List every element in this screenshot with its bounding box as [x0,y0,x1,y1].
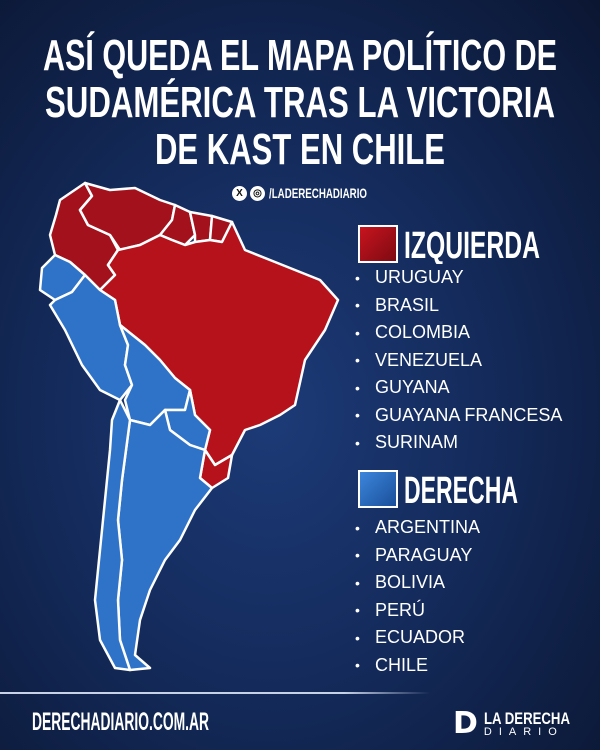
list-item: • ARGENTINA [355,517,481,538]
handle: /LADERECHADIARIO [269,185,367,201]
headline-line-3: DE KAST EN CHILE [155,125,445,174]
derecha-list: • ARGENTINA • PARAGUAY • BOLIVIA • PERÚ • ECU… [355,514,595,679]
list-item: • GUAYANA FRANCESA [355,404,563,425]
list-item: • COLOMBIA [355,322,471,343]
footer-divider [0,692,430,694]
social-handle: X ◎ /LADERECHADIARIO [232,184,370,202]
brand-name: LA DERECHA [484,709,570,726]
list-item: • URUGUAY [355,267,464,288]
headline: ASÍ QUEDA EL MAPA POLÍTICO DE SUDAMÉRICA… [43,30,557,174]
list-item: • PERÚ [355,599,426,620]
country-chile [93,398,132,672]
list-item: • VENEZUELA [355,349,483,370]
headline-line-2: SUDAMÉRICA TRAS LA VICTORIA [45,77,555,127]
instagram-icon: ◎ [250,185,265,201]
list-item: • PARAGUAY [355,544,473,565]
derecha-swatch [358,470,398,508]
website[interactable]: DERECHADIARIO.COM.AR [32,706,222,736]
website-link[interactable]: DERECHADIARIO.COM.AR [32,708,209,736]
x-icon: X [232,185,247,201]
legend-izquierda-heading: IZQUIERDA [404,225,540,264]
list-item: • BOLIVIA [355,572,446,593]
legend-derecha-label: DERECHA [404,470,518,509]
legend-derecha-header: DERECHA [358,469,528,509]
headline-line-1: ASÍ QUEDA EL MAPA POLÍTICO DE [43,30,557,80]
logo-d-icon: D [453,706,478,741]
list-item: • CHILE [355,654,429,675]
country-argentina [116,408,214,672]
izquierda-swatch [358,225,398,263]
izquierda-list: • URUGUAY • BRASIL • COLOMBIA • VENEZUELA • G… [355,264,595,457]
legend-izquierda-label: IZQUIERDA [404,225,540,264]
brand-name-wrap: LA DERECHA [484,709,570,726]
handle-text: /LADERECHADIARIO [269,185,367,201]
list-item: • BRASIL [355,294,440,315]
list-item: • ECUADOR [355,627,466,648]
brand-subtitle: DIARIO [483,726,564,738]
list-item: • SURINAM [355,432,459,453]
legend-derecha-heading: DERECHA [404,470,518,509]
legend-izquierda-header: IZQUIERDA [358,224,548,264]
list-item: • GUYANA [355,377,450,398]
brand-logo: D LA DERECHA DIARIO [453,706,574,741]
south-america-map [38,181,340,672]
